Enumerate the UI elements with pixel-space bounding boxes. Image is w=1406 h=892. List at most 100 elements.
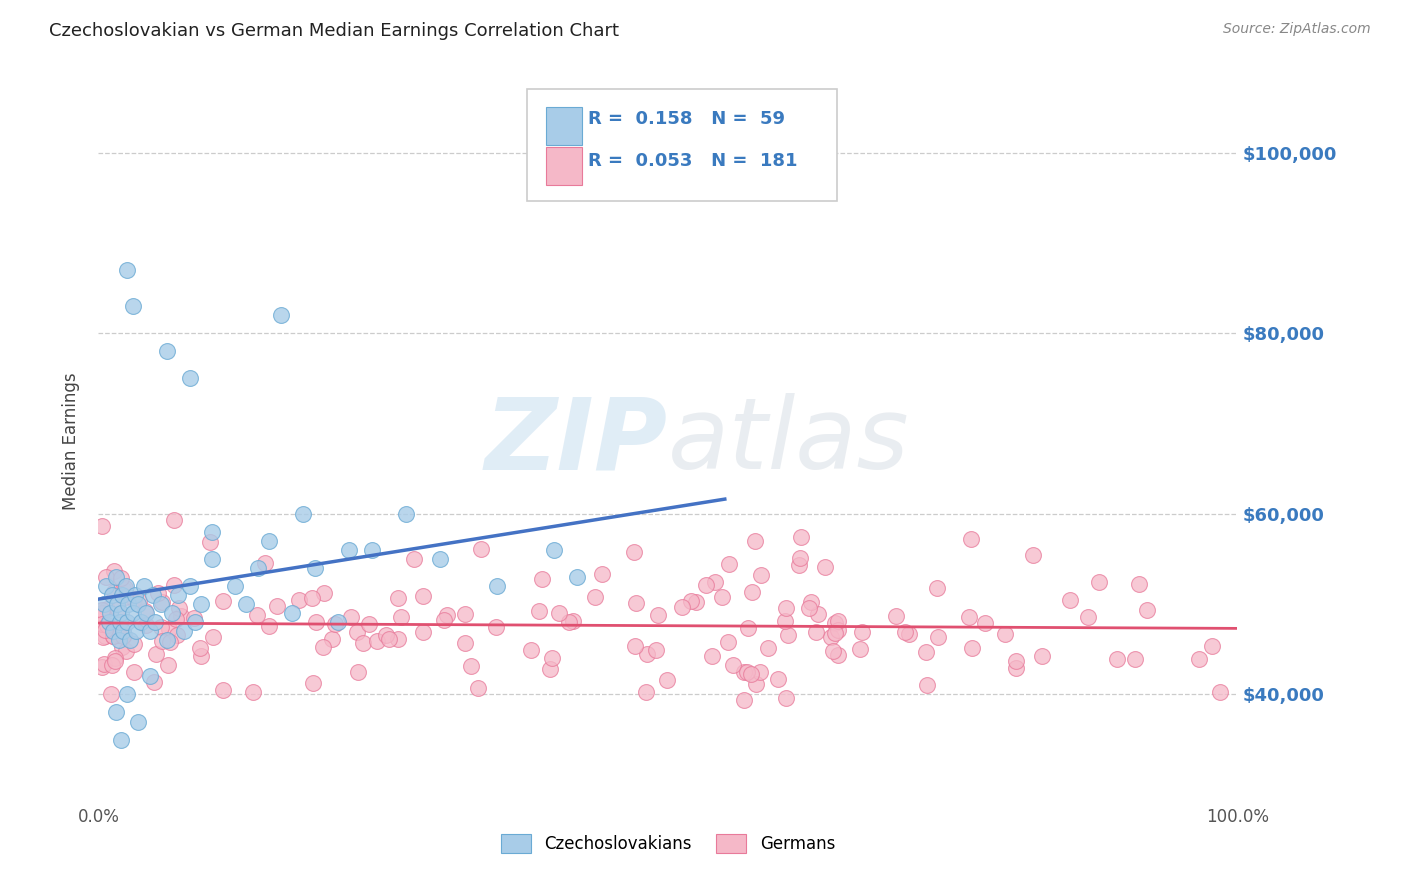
Point [128,594,150,608]
Point [134,604,156,618]
Point [485,620,508,634]
Point [346,665,368,679]
Point [800,595,823,609]
Point [460,659,482,673]
Point [114,579,136,593]
Point [1005,654,1028,668]
Point [717,635,740,649]
Point [436,608,458,623]
Point [166,627,188,641]
Point [645,642,668,657]
Point [114,590,136,604]
Point [624,639,647,653]
Point [115,615,138,630]
Point [93,597,115,611]
Point [138,669,160,683]
Point [167,600,190,615]
Point [1136,602,1159,616]
Point [145,615,167,630]
Point [636,648,658,662]
Point [112,624,135,639]
Point [159,635,181,649]
Point [820,630,842,644]
Point [235,597,257,611]
Point [740,667,762,681]
Point [179,579,201,593]
Point [433,613,456,627]
Point [127,714,149,729]
Point [959,533,981,547]
Text: R =  0.053   N =  181: R = 0.053 N = 181 [588,152,797,169]
Point [108,633,131,648]
Point [960,640,983,655]
Point [96,579,118,593]
Point [807,607,830,622]
Point [90,660,112,674]
Point [702,648,724,663]
Point [1128,576,1150,591]
Point [129,615,152,630]
Point [105,597,128,611]
Point [1105,652,1128,666]
Point [190,649,212,664]
Point [717,557,740,571]
Point [745,676,768,690]
Point [146,586,169,600]
Point [557,615,579,629]
Point [115,687,138,701]
Point [145,648,167,662]
Point [346,624,368,639]
Point [849,641,872,656]
Point [93,623,115,637]
Point [360,542,382,557]
Point [1087,575,1109,590]
Point [157,658,180,673]
Point [162,606,184,620]
Point [142,588,165,602]
Point [561,614,583,628]
Point [108,615,131,630]
Point [188,641,211,656]
Point [1005,661,1028,675]
Point [851,625,873,640]
Point [337,542,360,557]
Point [547,606,569,620]
Point [143,675,166,690]
Point [91,630,114,644]
Point [101,629,124,643]
Point [138,624,160,639]
Y-axis label: Median Earnings: Median Earnings [62,373,80,510]
Point [101,588,124,602]
Point [110,606,132,620]
Point [685,595,707,609]
Point [98,606,121,620]
Point [157,622,180,636]
Point [824,626,846,640]
Point [212,594,235,608]
Point [150,620,173,634]
Point [288,593,311,607]
Point [156,344,179,359]
Point [302,676,325,690]
Point [775,600,797,615]
Point [90,519,112,533]
Point [326,615,349,630]
Point [387,591,409,606]
Point [529,604,551,618]
Point [292,507,315,521]
Point [565,570,588,584]
Point [1077,610,1099,624]
Point [623,545,645,559]
Point [201,630,224,644]
Point [429,552,451,566]
Point [733,665,755,679]
Point [814,559,837,574]
Point [93,657,115,671]
Point [103,564,125,578]
Point [778,628,800,642]
Point [132,579,155,593]
Text: Czechoslovakian vs German Median Earnings Correlation Chart: Czechoslovakian vs German Median Earning… [49,22,619,40]
Point [915,645,938,659]
Point [115,263,138,277]
Point [412,590,434,604]
